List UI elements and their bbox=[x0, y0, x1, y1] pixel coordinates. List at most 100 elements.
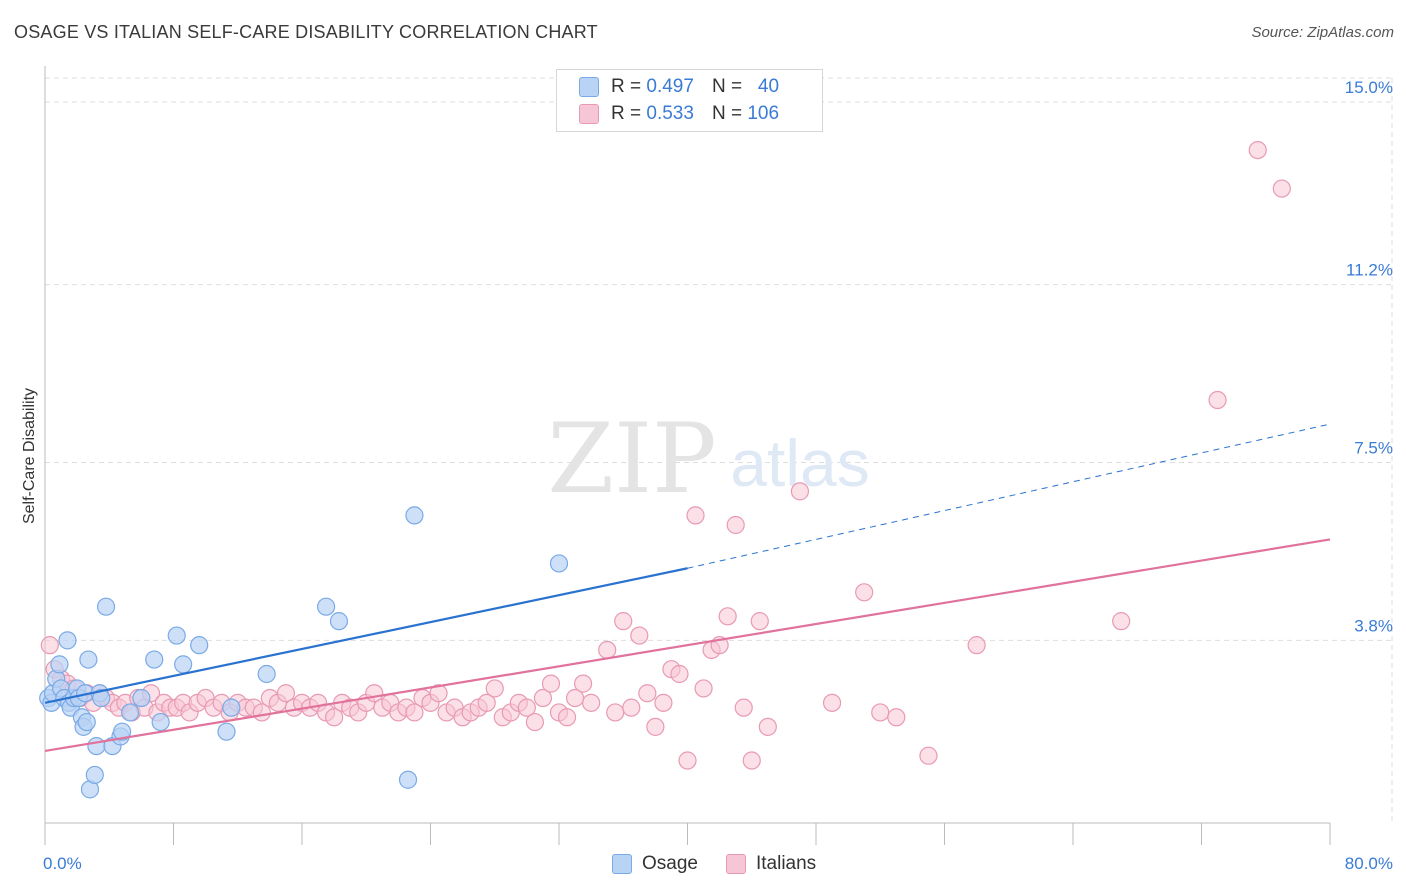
italians-point bbox=[638, 684, 657, 703]
legend-row-italians: R = 0.533 N = 106 bbox=[579, 102, 779, 126]
osage-point bbox=[151, 712, 170, 732]
italians-point bbox=[622, 698, 641, 717]
x-tick-label: 80.0% bbox=[1345, 854, 1393, 873]
osage-point bbox=[167, 626, 186, 645]
italians-point bbox=[485, 679, 504, 698]
osage-point bbox=[85, 765, 104, 785]
chart-title: OSAGE VS ITALIAN SELF-CARE DISABILITY CO… bbox=[14, 22, 598, 42]
osage-point bbox=[50, 655, 69, 674]
n-value: 106 bbox=[747, 103, 780, 124]
italians-point bbox=[573, 674, 593, 693]
legend-label-osage: Osage bbox=[642, 853, 698, 874]
osage-points bbox=[39, 506, 569, 799]
y-tick-label: 15.0% bbox=[1345, 78, 1393, 97]
y-tick-label: 7.5% bbox=[1354, 439, 1393, 458]
x-tick-label: 0.0% bbox=[43, 854, 82, 873]
osage-point bbox=[329, 612, 349, 631]
osage-point bbox=[145, 650, 164, 669]
italians-point bbox=[405, 703, 424, 722]
osage-point bbox=[96, 597, 116, 616]
italians-point bbox=[750, 612, 769, 631]
italians-point bbox=[630, 626, 649, 645]
italians-point bbox=[1112, 612, 1131, 631]
italians-point bbox=[1248, 140, 1267, 160]
italians-trend-line bbox=[44, 538, 1331, 752]
watermark: ZIP atlas bbox=[547, 403, 869, 515]
italians-point bbox=[517, 698, 536, 717]
italians-point bbox=[606, 703, 625, 722]
n-label: N = bbox=[711, 103, 743, 124]
italians-point bbox=[325, 708, 344, 727]
legend-item-osage[interactable]: Osage bbox=[612, 853, 698, 875]
italians-point bbox=[742, 751, 761, 770]
italians-point bbox=[40, 636, 59, 655]
osage-point bbox=[92, 688, 111, 708]
r-value: 0.497 bbox=[646, 76, 694, 97]
italians-swatch bbox=[579, 104, 599, 124]
italians-point bbox=[871, 703, 890, 722]
y-tick-label: 11.2% bbox=[1346, 261, 1393, 280]
italians-point bbox=[758, 717, 777, 736]
italians-point bbox=[614, 612, 633, 631]
osage-point bbox=[58, 631, 77, 650]
italians-point bbox=[822, 693, 842, 712]
italians-point bbox=[276, 684, 296, 703]
italians-point bbox=[582, 693, 601, 712]
italians-point bbox=[525, 712, 545, 732]
osage-point bbox=[190, 636, 209, 655]
italians-point bbox=[887, 708, 906, 727]
osage-point bbox=[79, 650, 98, 669]
osage-point bbox=[316, 597, 336, 616]
osage-trend-line bbox=[44, 567, 688, 704]
osage-point bbox=[398, 770, 418, 789]
osage-point bbox=[121, 703, 140, 722]
osage-point bbox=[87, 736, 106, 756]
legend-item-italians[interactable]: Italians bbox=[725, 853, 817, 875]
legend-label-italians: Italians bbox=[755, 853, 817, 874]
italians-point bbox=[670, 664, 689, 684]
watermark-zip: ZIP bbox=[547, 403, 716, 515]
italians-point bbox=[477, 693, 496, 712]
italians-point bbox=[557, 708, 577, 727]
osage-point bbox=[112, 722, 132, 741]
italians-point bbox=[919, 746, 938, 765]
osage-swatch bbox=[612, 854, 632, 874]
legend-row-osage: R = 0.497 N = 40 bbox=[579, 75, 779, 99]
legend-top: R = 0.497 N = 40 R = 0.533 N = 106 bbox=[556, 69, 823, 132]
r-label: R = bbox=[611, 103, 642, 124]
osage-swatch bbox=[579, 77, 599, 97]
y-tick-label: 3.8% bbox=[1354, 616, 1393, 635]
italians-point bbox=[694, 679, 713, 698]
italians-point bbox=[718, 607, 737, 626]
y-axis-label: Self-Care Disability bbox=[21, 388, 38, 524]
r-label: R = bbox=[611, 76, 642, 97]
italians-point bbox=[654, 693, 673, 712]
italians-point bbox=[678, 751, 697, 770]
source-label: Source: ZipAtlas.com bbox=[1251, 24, 1394, 41]
italians-point bbox=[734, 698, 753, 717]
osage-point bbox=[132, 688, 151, 708]
tick-labels: 3.8% 7.5% 11.2% 15.0% 0.0% 80.0% bbox=[43, 78, 1393, 873]
axes bbox=[44, 66, 1331, 845]
osage-point bbox=[77, 712, 96, 732]
r-value: 0.533 bbox=[646, 103, 694, 124]
osage-point bbox=[217, 722, 236, 741]
italians-point bbox=[686, 506, 705, 525]
osage-point bbox=[405, 506, 424, 525]
osage-point bbox=[174, 655, 193, 674]
n-label: N = bbox=[711, 76, 743, 97]
osage-point bbox=[257, 664, 276, 684]
italians-swatch bbox=[725, 854, 746, 874]
italians-point bbox=[967, 636, 986, 655]
italians-point bbox=[726, 515, 745, 535]
italians-point bbox=[855, 583, 874, 602]
n-value: 40 bbox=[757, 76, 780, 97]
italians-point bbox=[541, 674, 561, 693]
italians-point bbox=[646, 717, 665, 736]
grid bbox=[45, 77, 1393, 823]
italians-point bbox=[598, 640, 617, 660]
italians-point bbox=[1272, 179, 1291, 198]
osage-point bbox=[549, 554, 569, 573]
italians-point bbox=[1208, 390, 1227, 410]
